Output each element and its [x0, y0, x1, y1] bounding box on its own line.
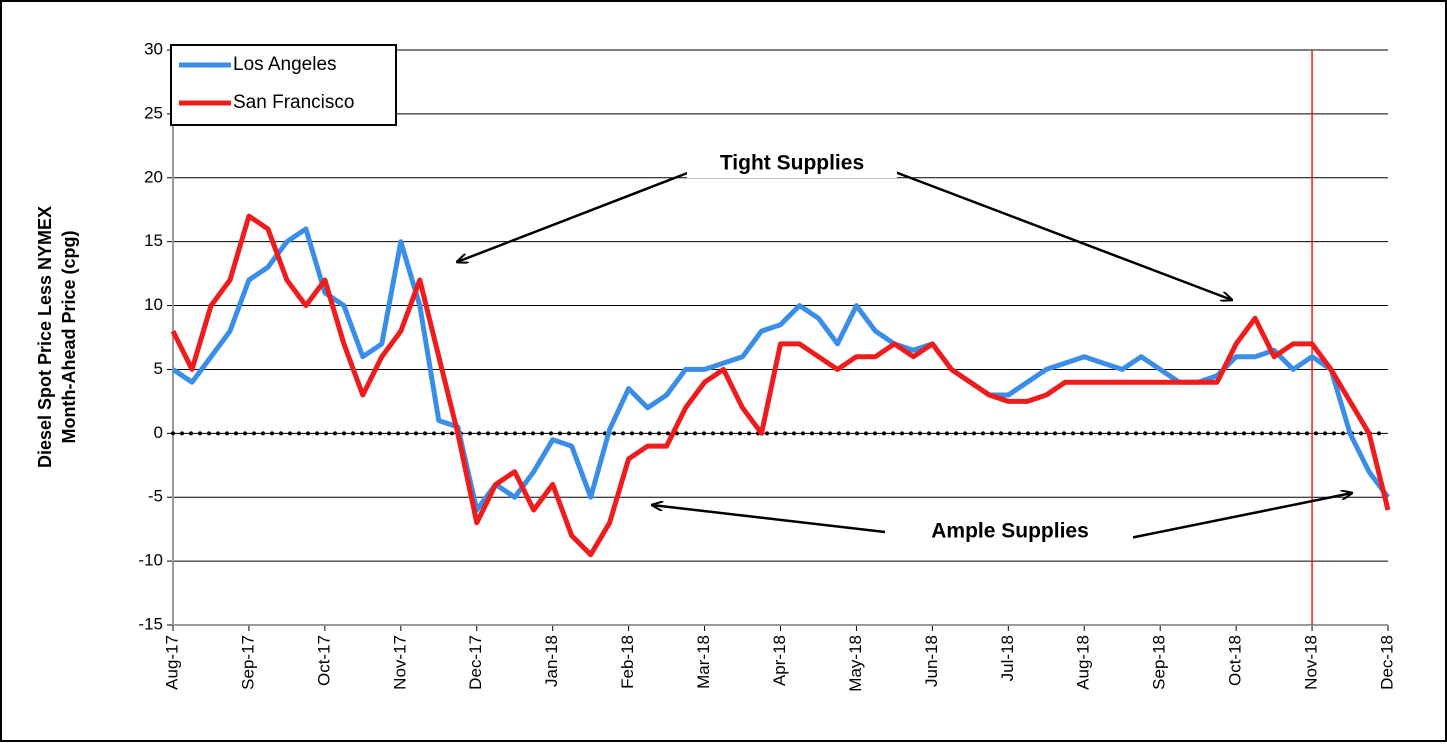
x-tick-label: Apr-18 — [770, 635, 789, 686]
y-axis-title: Diesel Spot Price Less NYMEX Month-Ahead… — [35, 206, 79, 468]
annotation-bg — [687, 150, 897, 178]
x-tick-label: Sep-17 — [238, 635, 257, 690]
x-tick-label: Oct-17 — [314, 635, 333, 686]
x-tick-label: Oct-18 — [1226, 635, 1245, 686]
y-tick-label: 15 — [144, 231, 163, 250]
legend-label: San Francisco — [233, 92, 354, 113]
y-tick-label: 5 — [154, 359, 163, 378]
x-tick-label: Aug-17 — [162, 635, 181, 690]
y-tick-label: -5 — [148, 487, 163, 506]
x-tick-label: Dec-17 — [466, 635, 485, 690]
x-tick-label: Mar-18 — [694, 635, 713, 689]
y-tick-label: 30 — [144, 39, 163, 58]
legend-box — [170, 44, 397, 126]
arrow — [1129, 493, 1352, 540]
y-tick-label: 25 — [144, 103, 163, 122]
lines — [170, 213, 1391, 558]
y-axis-title-line: Diesel Spot Price Less NYMEX — [35, 206, 55, 468]
x-tick-label: Sep-18 — [1150, 635, 1169, 690]
arrow — [894, 170, 1232, 300]
arrow — [652, 505, 886, 534]
y-axis-title-line: Month-Ahead Price (cpg) — [59, 230, 79, 443]
x-tick-label: Aug-18 — [1074, 635, 1093, 690]
legend: Los Angeles San Francisco — [170, 44, 397, 126]
x-tick-label: Feb-18 — [618, 635, 637, 689]
y-tick-label: -10 — [138, 551, 163, 570]
annotation: Ample Supplies — [931, 520, 1089, 543]
x-tick-label: Nov-17 — [390, 635, 409, 690]
y-tick-label: 0 — [154, 423, 163, 442]
annotation-bg — [888, 518, 1133, 546]
y-tick-label: 20 — [144, 167, 163, 186]
legend-label: Los Angeles — [233, 54, 337, 75]
x-tick-label: May-18 — [846, 635, 865, 692]
grid: -15 -10 -5 0 5 10 15 20 25 30 Aug-17 Sep-17 Oct-17 No… — [138, 39, 1396, 691]
annotation: Tight Supplies — [720, 152, 864, 175]
y-tick-label: -15 — [138, 614, 163, 633]
x-tick-label: Jan-18 — [542, 635, 561, 687]
x-tick-label: Jun-18 — [922, 635, 941, 687]
x-tick-label: Nov-18 — [1302, 635, 1321, 690]
series-line — [170, 213, 1391, 558]
arrow — [457, 170, 691, 262]
x-tick-label: Jul-18 — [998, 635, 1017, 681]
x-tick-label: Dec-18 — [1377, 635, 1396, 690]
y-tick-label: 10 — [144, 295, 163, 314]
